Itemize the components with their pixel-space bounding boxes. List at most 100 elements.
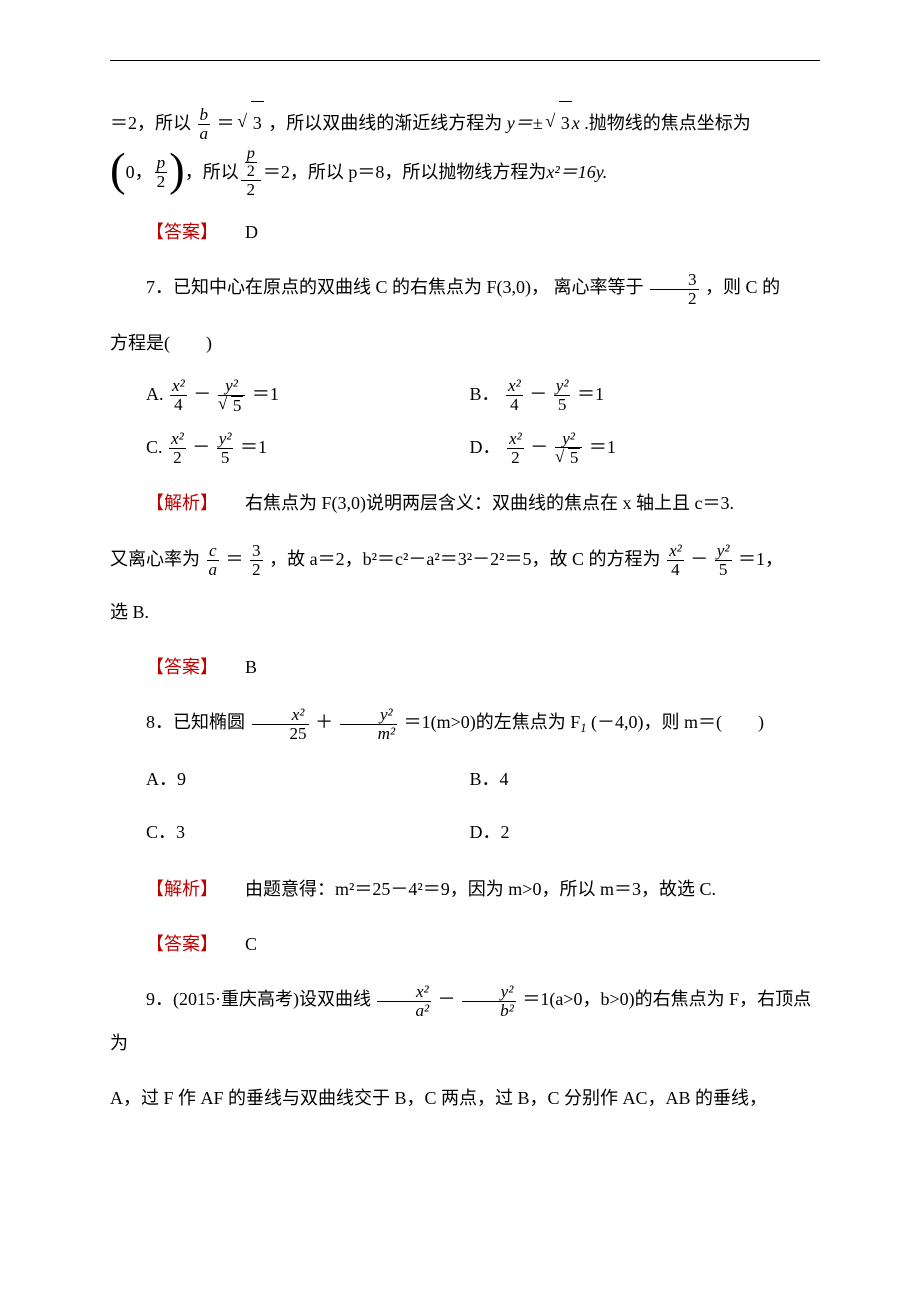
d: 2 xyxy=(250,560,263,579)
den: a xyxy=(198,124,211,143)
q8-opt-a: A．9 xyxy=(110,756,470,803)
q7-stem-line2: 方程是( ) xyxy=(110,322,820,365)
block0-line1: ＝2，所以 b a ＝ 3 ，所以双曲线的渐近线方程为 y＝± 3x .抛物线的… xyxy=(110,101,820,145)
n: x² xyxy=(252,706,309,724)
answer-value: D xyxy=(245,222,258,242)
t: 8．已知椭圆 xyxy=(146,712,245,732)
den: 2 xyxy=(155,172,168,191)
q7-opt-a: A. x²4 － y²5 ＝1 xyxy=(110,371,470,418)
t: ＝2，所以 p＝8，所以抛物线方程为 xyxy=(263,151,547,194)
q7-analysis-1: 【解析】 右焦点为 F(3,0)说明两层含义：双曲线的焦点在 x 轴上且 c＝3… xyxy=(110,482,820,525)
d: 2 xyxy=(507,448,524,467)
q8-opt-b: B．4 xyxy=(470,756,820,803)
answer-label: 【答案】 xyxy=(146,657,218,677)
d: b² xyxy=(462,1001,516,1020)
q7-stem-line1: 7．已知中心在原点的双曲线 C 的右焦点为 F(3,0)， 离心率等于 3 2 … xyxy=(110,266,820,309)
num: 3 xyxy=(650,271,699,289)
den: 2 xyxy=(241,180,261,199)
v: 4 xyxy=(500,769,509,789)
den: 2 xyxy=(245,162,257,180)
label: D． xyxy=(470,437,501,457)
rad: 3 xyxy=(559,101,572,145)
t: 由题意得：m²＝25－4²＝9，因为 m>0，所以 m＝3，故选 C. xyxy=(245,879,716,899)
n: y² xyxy=(462,983,516,1001)
n: x² xyxy=(169,430,186,448)
sqrt3: 3 xyxy=(239,101,264,145)
n: y² xyxy=(715,542,732,560)
q8-answer: 【答案】 C xyxy=(110,923,820,966)
block0-answer: 【答案】 D xyxy=(110,211,820,254)
r: 5 xyxy=(568,448,581,467)
t: ＝2，所以 xyxy=(110,113,191,133)
q9-stem-1: 9．(2015·重庆高考)设双曲线 x²a² － y²b² ＝1(a>0，b>0… xyxy=(110,978,820,1064)
t: ＝1 xyxy=(252,384,279,404)
d: a xyxy=(207,560,220,579)
v: 3 xyxy=(176,822,185,842)
v: 2 xyxy=(501,822,510,842)
t: ，故 a＝2，b²＝c²－a²＝3²－2²＝5，故 C 的方程为 xyxy=(269,549,660,569)
d: 25 xyxy=(252,724,309,743)
q7-row1: A. x²4 － y²5 ＝1 B． x²4 － y²5 ＝1 xyxy=(110,371,820,418)
eq: ＝ xyxy=(226,549,244,569)
t: 方程是( ) xyxy=(110,333,212,353)
n: x² xyxy=(506,377,523,395)
lparen: ( xyxy=(110,149,126,191)
t: ，所以 xyxy=(185,151,239,194)
t: 又离心率为 xyxy=(110,549,200,569)
s: － xyxy=(193,384,211,404)
t: A，过 F 作 AF 的垂线与双曲线交于 B，C 两点，过 B，C 分别作 AC… xyxy=(110,1088,767,1108)
n: y² xyxy=(340,706,397,724)
t: ＝1 xyxy=(240,437,267,457)
frac-b-over-a: b a xyxy=(198,106,211,143)
num: p xyxy=(155,154,168,172)
q9-stem-2: A，过 F 作 AF 的垂线与双曲线交于 B，C 两点，过 B，C 分别作 AC… xyxy=(110,1077,820,1120)
s: － xyxy=(530,437,548,457)
r: 5 xyxy=(231,396,244,415)
q8-stem: 8．已知椭圆 x²25 ＋ y²m² ＝1(m>0)的左焦点为 F1 (－4,0… xyxy=(110,701,820,744)
q7-opt-d: D． x²2 － y²5 ＝1 xyxy=(470,424,820,471)
s: ＋ xyxy=(315,712,333,732)
t: .抛物线的焦点坐标为 xyxy=(584,113,751,133)
sqrt3b: 3 xyxy=(547,101,572,145)
d: 5 xyxy=(217,448,234,467)
q7-answer: 【答案】 B xyxy=(110,646,820,689)
label: A. xyxy=(146,384,164,404)
q7-row2: C. x²2 － y²5 ＝1 D． x²2 － y²5 ＝1 xyxy=(110,424,820,471)
q7-analysis-2: 又离心率为 ca ＝ 32 ，故 a＝2，b²＝c²－a²＝3²－2²＝5，故 … xyxy=(110,538,820,581)
t: 9．(2015·重庆高考)设双曲线 xyxy=(146,989,371,1009)
t: 选 B. xyxy=(110,602,149,622)
answer-label: 【答案】 xyxy=(146,222,218,242)
n: y² xyxy=(217,430,234,448)
analysis-label: 【解析】 xyxy=(146,879,218,899)
n: y² xyxy=(554,377,571,395)
n: x² xyxy=(507,430,524,448)
den: 2 xyxy=(650,289,699,308)
v: 9 xyxy=(177,769,186,789)
eq: ＝ xyxy=(217,113,235,133)
header-rule xyxy=(110,60,820,61)
page: ＝2，所以 b a ＝ 3 ，所以双曲线的渐近线方程为 y＝± 3x .抛物线的… xyxy=(0,0,920,1302)
label: A． xyxy=(146,769,177,789)
d: 4 xyxy=(170,395,187,414)
q7-analysis-3: 选 B. xyxy=(110,591,820,634)
t: ＝1 xyxy=(589,437,616,457)
t: ＝1 xyxy=(577,384,604,404)
analysis-label: 【解析】 xyxy=(146,493,218,513)
t: ＝1(m>0)的左焦点为 F xyxy=(404,712,581,732)
n: c xyxy=(207,542,220,560)
t: ，所以双曲线的渐近线方程为 xyxy=(268,113,507,133)
t: 右焦点为 F(3,0)说明两层含义：双曲线的焦点在 x 轴上且 c＝3. xyxy=(245,493,734,513)
x: x xyxy=(572,113,580,133)
answer-value: C xyxy=(245,934,257,954)
d: 5 xyxy=(715,560,732,579)
label: C． xyxy=(146,822,176,842)
q8-opt-d: D．2 xyxy=(470,809,820,856)
frac-3-2: 3 2 xyxy=(650,271,699,308)
num: p 2 xyxy=(241,145,261,180)
q8-row1: A．9 B．4 xyxy=(110,756,820,803)
rad: 3 xyxy=(251,101,264,145)
n: y² xyxy=(218,377,246,395)
t: 7．已知中心在原点的双曲线 C 的右焦点为 F(3,0)， 离心率等于 xyxy=(146,277,644,297)
t: ，则 C 的 xyxy=(705,277,780,297)
s: － xyxy=(438,989,456,1009)
